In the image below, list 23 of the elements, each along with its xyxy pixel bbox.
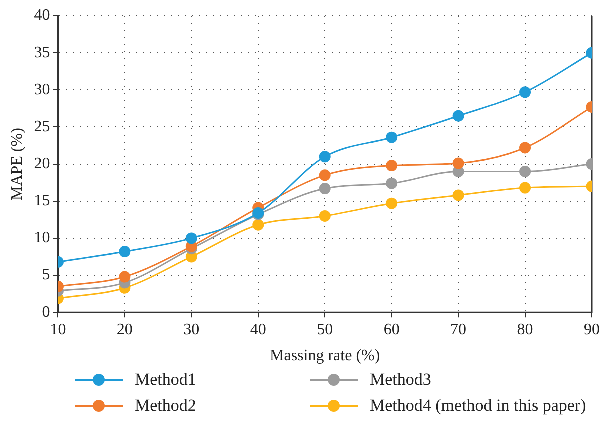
- y-tick-label: 15: [34, 192, 50, 210]
- y-tick-label: 0: [42, 304, 50, 321]
- x-axis-title: Massing rate (%): [270, 348, 380, 365]
- x-tick-label: 50: [317, 321, 334, 338]
- y-tick-label: 25: [34, 118, 50, 136]
- y-axis-title: MAPE (%): [8, 128, 26, 201]
- x-tick-label: 90: [584, 321, 600, 338]
- legend-label: Method3: [370, 370, 432, 390]
- x-tick-label: 20: [116, 321, 133, 338]
- legend-label: Method4 (method in this paper): [370, 396, 586, 416]
- y-tick-label: 30: [34, 81, 50, 98]
- x-tick-label: 80: [517, 321, 534, 338]
- y-tick-label: 5: [42, 266, 50, 284]
- x-tick-label: 40: [250, 321, 266, 338]
- x-tick-label: 60: [384, 321, 400, 338]
- y-tick-label: 20: [34, 156, 50, 173]
- legend-label: Method1: [135, 370, 196, 390]
- y-tick-label: 40: [34, 7, 50, 24]
- y-tick-label: 35: [34, 44, 50, 62]
- legend-label: Method2: [135, 396, 196, 416]
- x-tick-label: 70: [450, 321, 467, 338]
- x-tick-label: 30: [184, 321, 200, 338]
- y-tick-label: 10: [34, 230, 50, 247]
